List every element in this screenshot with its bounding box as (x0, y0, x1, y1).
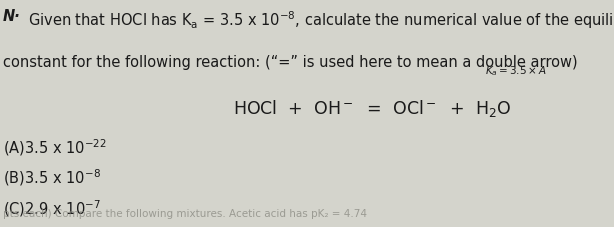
Text: N·: N· (3, 9, 21, 24)
Text: Given that HOCl has K$_\mathrm{a}$ = 3.5 x 10$^{-8}$, calculate the numerical va: Given that HOCl has K$_\mathrm{a}$ = 3.5… (28, 9, 614, 31)
Text: (B)3.5 x 10$^{-8}$: (B)3.5 x 10$^{-8}$ (3, 167, 101, 188)
Text: pts each) Compare the following mixtures. Acetic acid has pK₂ = 4.74: pts each) Compare the following mixtures… (3, 208, 367, 218)
Text: HOCl  +  OH$^-$  =  OCl$^-$  +  H$_2$O: HOCl + OH$^-$ = OCl$^-$ + H$_2$O (233, 98, 512, 118)
Text: $K_a = 3.5 \times A$: $K_a = 3.5 \times A$ (485, 64, 547, 77)
Text: constant for the following reaction: (“=” is used here to mean a double arrow): constant for the following reaction: (“=… (3, 54, 578, 69)
Text: (C)2.9 x 10$^{-7}$: (C)2.9 x 10$^{-7}$ (3, 197, 101, 218)
Text: (A)3.5 x 10$^{-22}$: (A)3.5 x 10$^{-22}$ (3, 136, 107, 157)
